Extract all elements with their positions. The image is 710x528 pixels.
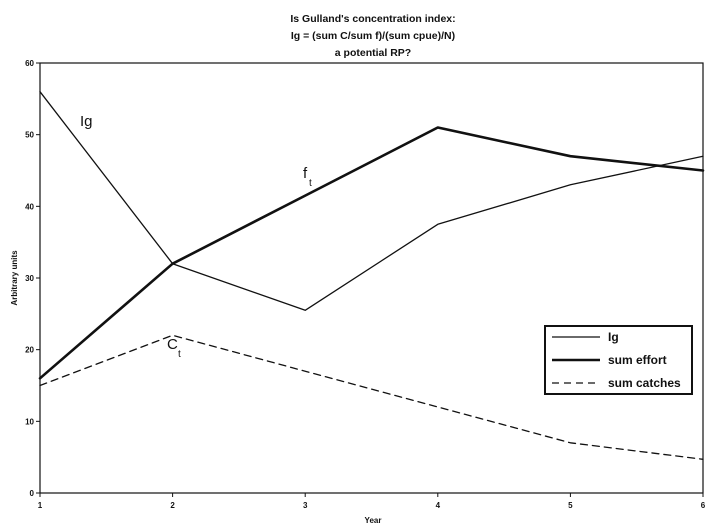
x-tick-label-2: 2 (170, 501, 175, 510)
inline-label-f-sub: t (309, 178, 312, 189)
plot-border (39, 62, 704, 494)
y-tick-label-40: 40 (25, 202, 34, 211)
y-axis-label: Arbitrary units (10, 250, 19, 306)
plot-frame (39, 62, 704, 494)
legend: Ig sum effort sum catches (544, 325, 693, 395)
y-axis-ticks: 0 10 20 30 40 50 60 (25, 59, 40, 498)
y-tick-label-20: 20 (25, 346, 34, 355)
title-line-3: a potential RP? (335, 47, 411, 59)
legend-label-sum-effort: sum effort (608, 353, 667, 367)
x-axis-ticks: 1 2 3 4 5 6 (38, 493, 706, 510)
x-axis-label: Year (365, 516, 382, 525)
series-line-sum-catches (39, 334, 704, 460)
title-line-1: Is Gulland's concentration index: (290, 13, 455, 25)
x-tick-label-5: 5 (568, 501, 573, 510)
x-tick-label-4: 4 (436, 501, 441, 510)
series-line-sum-effort (38, 126, 705, 380)
chart-title: Is Gulland's concentration index: Ig = (… (290, 13, 455, 59)
y-tick-label-50: 50 (25, 131, 34, 140)
title-line-2: Ig = (sum C/sum f)/(sum cpue)/N) (291, 30, 455, 42)
inline-label-ig: Ig (80, 113, 93, 130)
series-layer (38, 91, 705, 460)
x-tick-label-3: 3 (303, 501, 308, 510)
inline-label-ig-text: Ig (80, 113, 93, 130)
inline-label-ft: f t (303, 165, 312, 189)
y-tick-label-60: 60 (25, 59, 34, 68)
y-tick-label-10: 10 (25, 417, 34, 426)
legend-label-sum-catches: sum catches (608, 376, 681, 390)
inline-label-c-sub: t (178, 349, 181, 360)
inline-label-ct: C t (167, 336, 181, 360)
x-tick-label-6: 6 (701, 501, 706, 510)
inline-label-c-main: C (167, 336, 178, 353)
inline-label-f-main: f (303, 165, 308, 182)
legend-label-ig: Ig (608, 330, 619, 344)
y-tick-label-30: 30 (25, 274, 34, 283)
x-tick-label-1: 1 (38, 501, 43, 510)
y-tick-label-0: 0 (30, 489, 35, 498)
series-line-ig (39, 91, 704, 311)
